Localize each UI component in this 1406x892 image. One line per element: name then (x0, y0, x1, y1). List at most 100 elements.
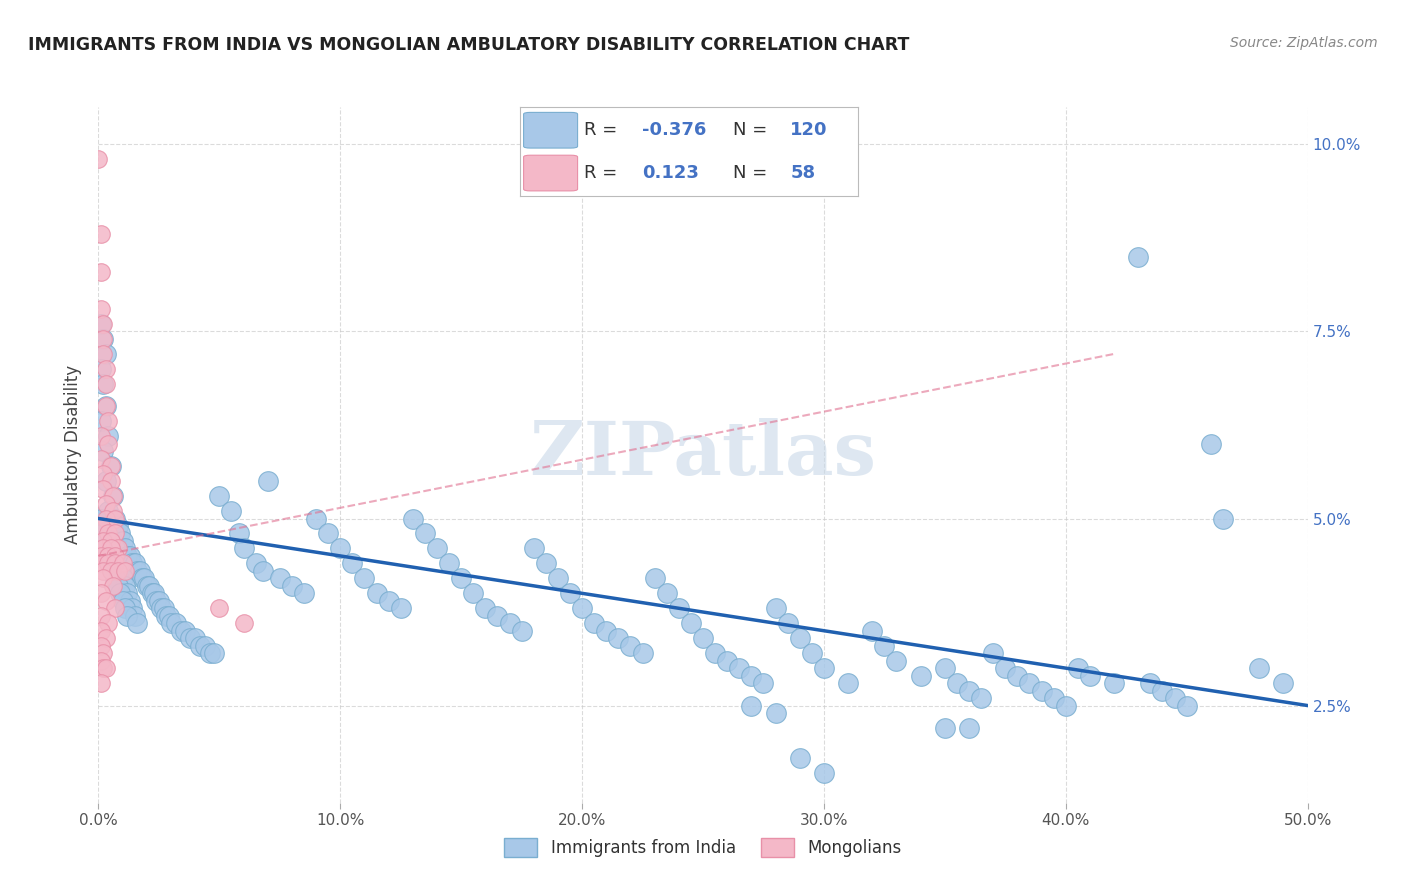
Point (90, 227, 112, 242)
Point (873, 639, 896, 653)
Point (101, 564, 124, 578)
Point (94, 474, 117, 488)
Point (91, 564, 114, 578)
Point (91, 533, 114, 548)
Point (765, 601, 787, 615)
Point (100, 459, 122, 474)
Point (94, 399, 117, 413)
Point (692, 631, 714, 645)
Point (305, 511, 328, 525)
Point (523, 541, 546, 556)
Point (97, 549, 120, 563)
Point (114, 601, 136, 615)
Point (101, 489, 124, 503)
Text: 58: 58 (790, 164, 815, 182)
Point (104, 557, 127, 571)
Point (111, 533, 134, 548)
Point (94, 347, 117, 361)
Point (644, 571, 666, 585)
Point (860, 624, 883, 638)
Point (100, 564, 122, 578)
Point (1163, 691, 1185, 706)
Point (510, 624, 533, 638)
Text: 0.123: 0.123 (641, 164, 699, 182)
Point (752, 676, 775, 690)
Point (117, 549, 139, 563)
Point (91, 571, 114, 585)
Point (655, 586, 678, 600)
Point (100, 474, 122, 488)
Point (1249, 661, 1271, 675)
Point (619, 639, 641, 653)
Point (94, 541, 117, 556)
Point (165, 616, 187, 631)
Point (104, 526, 127, 541)
Point (157, 608, 180, 623)
Point (413, 526, 436, 541)
Point (281, 579, 304, 593)
Point (426, 541, 449, 556)
Point (91, 661, 114, 675)
Point (91, 317, 114, 331)
Point (138, 579, 160, 593)
Point (981, 646, 1004, 660)
Point (1175, 698, 1198, 713)
Text: -0.376: -0.376 (641, 121, 706, 139)
Point (94, 399, 117, 413)
Point (800, 646, 823, 660)
Point (100, 541, 122, 556)
Point (571, 601, 593, 615)
Point (728, 661, 751, 675)
Point (87, 153, 110, 167)
Point (90, 362, 112, 376)
Point (252, 564, 274, 578)
Point (97, 414, 120, 428)
Text: IMMIGRANTS FROM INDIA VS MONGOLIAN AMBULATORY DISABILITY CORRELATION CHART: IMMIGRANTS FROM INDIA VS MONGOLIAN AMBUL… (28, 36, 910, 54)
Point (813, 661, 835, 675)
Point (789, 631, 811, 645)
Point (245, 557, 267, 571)
Point (97, 616, 120, 631)
Point (135, 579, 157, 593)
Point (107, 564, 129, 578)
Point (111, 571, 134, 585)
Point (91, 444, 114, 458)
Point (316, 526, 339, 541)
Point (108, 526, 131, 541)
Point (114, 564, 136, 578)
Point (127, 564, 149, 578)
Point (121, 557, 143, 571)
Point (90, 549, 112, 563)
Point (1272, 676, 1295, 690)
Point (232, 616, 254, 631)
Point (994, 661, 1017, 675)
Point (1078, 668, 1101, 682)
Point (1139, 676, 1161, 690)
Point (118, 549, 141, 563)
Point (90, 265, 112, 279)
Point (208, 601, 231, 615)
Point (910, 668, 932, 682)
Point (117, 608, 139, 623)
Point (813, 765, 835, 780)
Point (108, 564, 131, 578)
Point (90, 654, 112, 668)
Legend: Immigrants from India, Mongolians: Immigrants from India, Mongolians (498, 831, 908, 864)
Point (160, 616, 183, 631)
Point (174, 624, 197, 638)
Point (558, 586, 581, 600)
Point (402, 511, 425, 525)
Point (1212, 511, 1234, 525)
Point (104, 549, 127, 563)
Point (121, 601, 143, 615)
Point (94, 511, 117, 525)
Point (474, 601, 496, 615)
Point (232, 541, 254, 556)
Point (100, 459, 122, 474)
Point (94, 376, 117, 391)
Point (97, 436, 120, 450)
Point (90, 608, 112, 623)
Point (228, 526, 250, 541)
Point (143, 586, 166, 600)
Point (366, 586, 388, 600)
